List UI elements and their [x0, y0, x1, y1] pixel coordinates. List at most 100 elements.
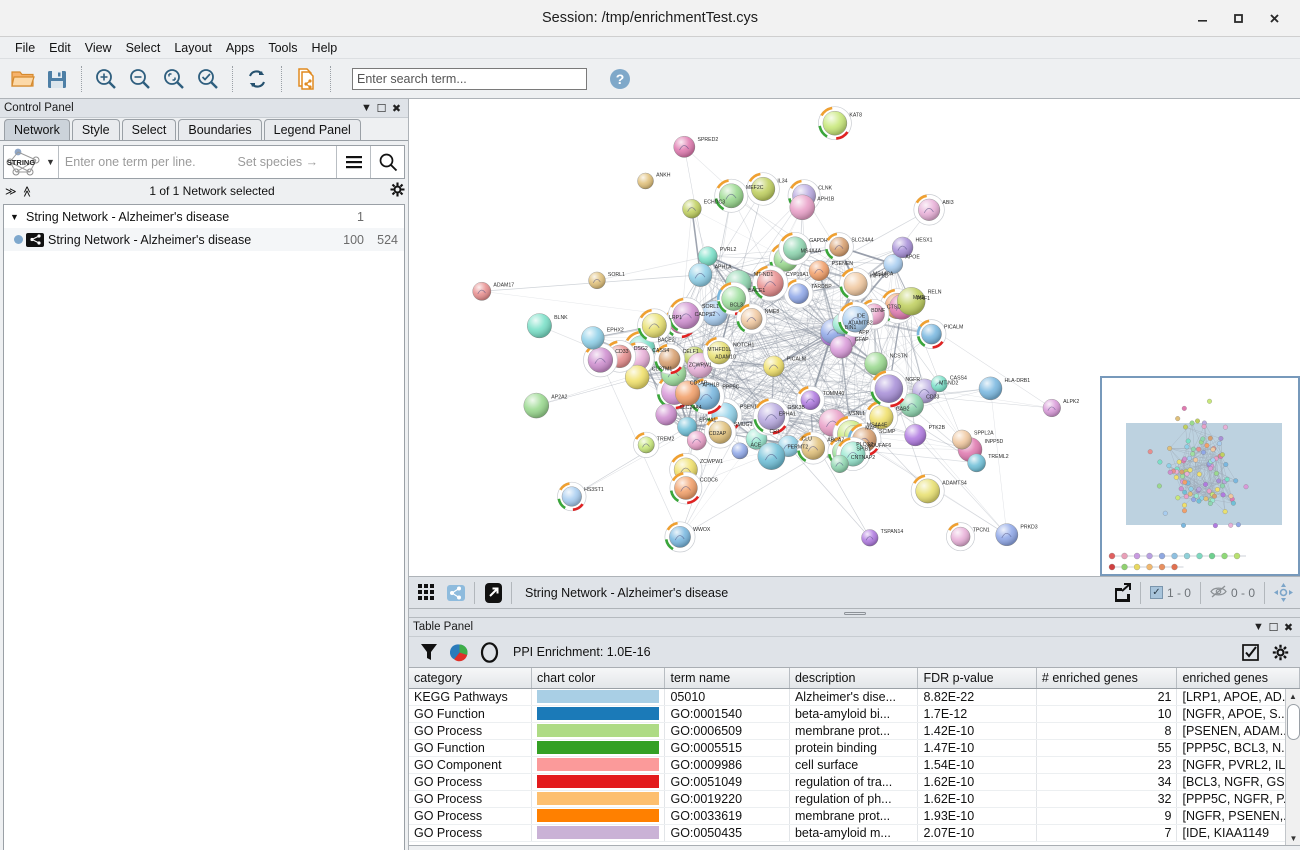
menu-help[interactable]: Help [311, 40, 338, 55]
control-panel-float-icon[interactable]: ☐ [376, 102, 387, 115]
cell-chart-color [531, 739, 666, 757]
table-panel-float-icon[interactable]: ☐ [1268, 621, 1279, 634]
collapse-all-icon[interactable]: ≫ [5, 185, 17, 198]
svg-text:GFAP: GFAP [855, 337, 869, 343]
tab-boundaries[interactable]: Boundaries [178, 119, 262, 140]
column-header-enriched-genes[interactable]: enriched genes [1176, 668, 1300, 689]
hidden-eye-icon[interactable] [1210, 585, 1227, 601]
menu-file[interactable]: File [15, 40, 36, 55]
column-header-chart-color[interactable]: chart color [531, 668, 666, 689]
svg-text:PSENEN: PSENEN [832, 261, 854, 267]
string-term-input[interactable]: Enter one term per line. Set species → [59, 155, 336, 169]
scroll-down-icon[interactable]: ▼ [1289, 833, 1298, 843]
menu-select[interactable]: Select [125, 40, 161, 55]
svg-text:PLCG2: PLCG2 [856, 442, 873, 448]
network-canvas[interactable]: MT-ND2 MT-ND1 VSNL1 GAB2 CLU MME BCL3 CD2AP MS4A… [409, 99, 1300, 577]
column-header-description[interactable]: description [789, 668, 919, 689]
cell-enriched-genes: [LRP1, APOE, AD... [1176, 688, 1300, 706]
string-search-icon[interactable] [371, 146, 404, 178]
enrichment-table[interactable]: category chart color term name descripti… [409, 668, 1300, 842]
export-icon[interactable] [1107, 579, 1137, 607]
zoom-selected-icon[interactable] [191, 62, 225, 96]
table-panel-close-icon[interactable]: ✖ [1283, 621, 1294, 634]
zoom-in-icon[interactable] [89, 62, 123, 96]
maximize-button[interactable] [1220, 5, 1256, 33]
table-row[interactable]: GO Process GO:0051049 regulation of tra...… [409, 773, 1300, 791]
network-overview-navigator[interactable] [1100, 376, 1300, 576]
column-header-term-name[interactable]: term name [664, 668, 790, 689]
tab-network[interactable]: Network [4, 119, 70, 140]
table-vertical-scrollbar[interactable]: ▲ ▼ [1285, 689, 1300, 845]
refresh-icon[interactable] [240, 62, 274, 96]
tab-select[interactable]: Select [121, 119, 177, 140]
expand-all-icon[interactable]: ≫ [20, 185, 33, 197]
svg-text:ZCWPW1: ZCWPW1 [700, 459, 723, 465]
menu-tools[interactable]: Tools [268, 40, 298, 55]
column-header-enriched-count[interactable]: # enriched genes [1036, 668, 1178, 689]
enrichment-table-body[interactable]: KEGG Pathways 05010 Alzheimer's dise... 8.8… [409, 688, 1300, 842]
grid-icon[interactable] [411, 579, 441, 607]
tab-legend-panel[interactable]: Legend Panel [263, 119, 361, 140]
network-tree-item[interactable]: String Network - Alzheimer's disease 100… [4, 228, 404, 251]
gear-icon[interactable] [1266, 639, 1294, 665]
checkbox-icon[interactable]: ✓ [1149, 586, 1163, 599]
column-header-fdr-pvalue[interactable]: FDR p-value [917, 668, 1037, 689]
string-species-hint[interactable]: Set species → [237, 155, 319, 169]
menu-layout[interactable]: Layout [174, 40, 212, 55]
svg-text:ADAM17: ADAM17 [493, 282, 514, 288]
pie-chart-icon[interactable] [445, 639, 473, 665]
checkbox-icon[interactable] [1236, 639, 1264, 665]
menu-edit[interactable]: Edit [49, 40, 71, 55]
control-panel-close-icon[interactable]: ✖ [391, 102, 402, 115]
filter-icon[interactable] [415, 639, 443, 665]
table-panel-menu-icon[interactable]: ▼ [1253, 621, 1264, 633]
scroll-up-icon[interactable]: ▲ [1289, 691, 1297, 701]
help-icon[interactable]: ? [603, 62, 637, 96]
cell-term-name: GO:0051049 [664, 773, 790, 791]
fit-content-icon[interactable] [1268, 579, 1298, 607]
tab-style[interactable]: Style [71, 119, 120, 140]
table-row[interactable]: GO Component GO:0009986 cell surface 1.54E-… [409, 756, 1300, 774]
string-options-icon[interactable] [337, 146, 370, 178]
cell-enriched-count: 23 [1036, 756, 1178, 774]
export-network-icon[interactable] [289, 62, 323, 96]
table-row[interactable]: GO Process GO:0050435 beta-amyloid m... 2.0… [409, 824, 1300, 842]
table-panel-title: Table Panel [413, 621, 474, 633]
close-button[interactable] [1256, 5, 1292, 33]
network-tree-root[interactable]: ▼ String Network - Alzheimer's disease 1 [4, 205, 404, 228]
table-row[interactable]: GO Process GO:0033619 membrane prot... 1.93… [409, 807, 1300, 825]
gear-icon[interactable] [390, 182, 405, 200]
table-row[interactable]: GO Function GO:0001540 beta-amyloid bi... 1… [409, 705, 1300, 723]
table-row[interactable]: GO Function GO:0005515 protein binding 1.47… [409, 739, 1300, 757]
column-header-category[interactable]: category [409, 668, 532, 689]
menu-apps[interactable]: Apps [225, 40, 255, 55]
external-link-icon[interactable] [478, 579, 508, 607]
enrichment-table-wrapper[interactable]: category chart color term name descripti… [409, 668, 1300, 846]
table-row[interactable]: KEGG Pathways 05010 Alzheimer's dise... 8.8… [409, 688, 1300, 706]
search-input[interactable]: Enter search term... [352, 67, 587, 90]
svg-text:RELN: RELN [928, 290, 942, 296]
panel-splitter[interactable] [409, 609, 1300, 618]
zoom-fit-icon[interactable] [157, 62, 191, 96]
open-session-icon[interactable] [6, 62, 40, 96]
control-panel-menu-icon[interactable]: ▼ [361, 102, 372, 114]
cell-term-name: GO:0050435 [664, 824, 790, 842]
string-logo-icon[interactable]: STRING [4, 146, 46, 178]
save-session-icon[interactable] [40, 62, 74, 96]
share-icon[interactable] [441, 579, 471, 607]
svg-text:SPPL2A: SPPL2A [974, 430, 994, 436]
scrollbar-thumb[interactable] [1287, 704, 1300, 740]
table-row[interactable]: GO Process GO:0006509 membrane prot... 1.42… [409, 722, 1300, 740]
svg-text:PTK2B: PTK2B [929, 425, 946, 431]
menu-view[interactable]: View [84, 40, 112, 55]
chevron-down-icon[interactable]: ▼ [10, 211, 19, 222]
minimize-button[interactable] [1184, 5, 1220, 33]
cell-category: KEGG Pathways [409, 688, 532, 706]
string-species-caret-icon[interactable]: ▼ [46, 157, 55, 167]
zoom-out-icon[interactable] [123, 62, 157, 96]
network-tree-list[interactable]: ▼ String Network - Alzheimer's disease 1… [3, 204, 405, 850]
donut-chart-icon[interactable] [475, 639, 503, 665]
svg-text:BACE1: BACE1 [748, 288, 765, 294]
svg-text:EPHA1: EPHA1 [779, 412, 796, 418]
table-row[interactable]: GO Process GO:0019220 regulation of ph... 1… [409, 790, 1300, 808]
